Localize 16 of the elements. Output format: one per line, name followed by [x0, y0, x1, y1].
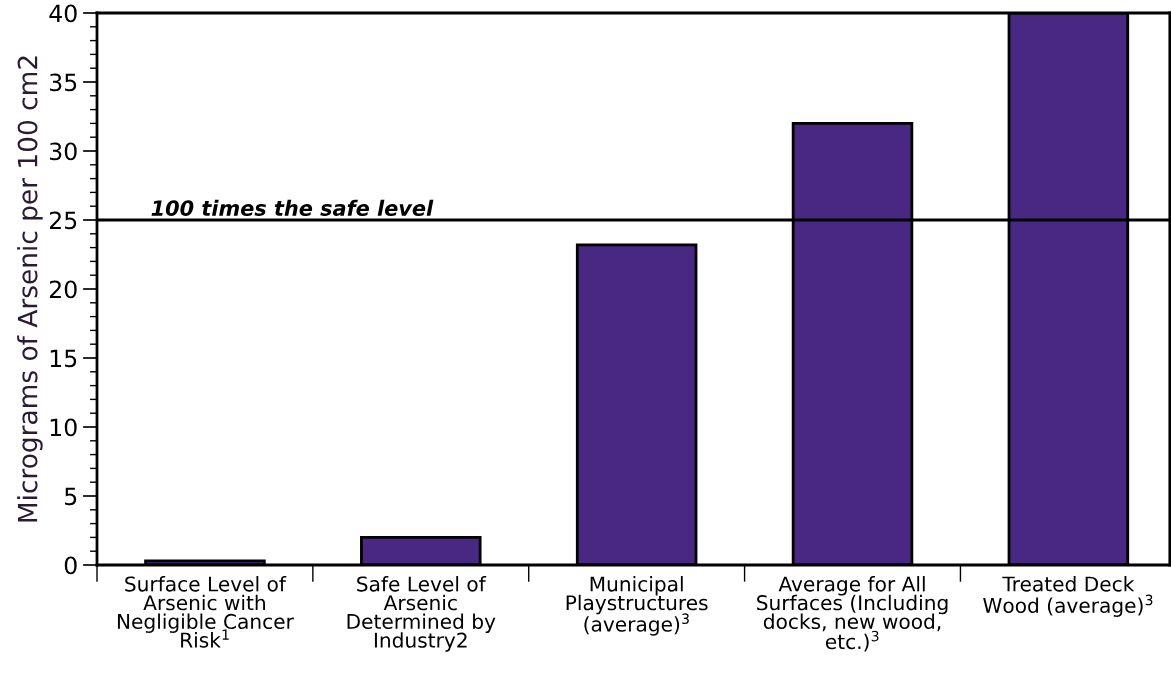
- y-tick-label: 0: [64, 556, 77, 575]
- x-tick-label: Safe Level of Arsenic Determined by Industry2: [347, 576, 496, 652]
- y-tick-label: 40: [49, 4, 77, 23]
- y-tick-label: 5: [65, 487, 77, 506]
- y-tick-label: 15: [50, 349, 77, 368]
- x-tick-label: Treated Deck Wood (average)$^{3}$: [983, 576, 1153, 617]
- y-tick-label: 10: [50, 418, 77, 437]
- y-tick-label: 25: [49, 211, 77, 230]
- y-axis-title: Micrograms of Arsenic per 100 cm2: [17, 56, 43, 522]
- y-tick-label: 20: [49, 280, 77, 299]
- x-tick-label: Average for All Surfaces (Including docks, new wood, etc.)$^{3}$: [757, 576, 948, 652]
- y-tick-label: 30: [50, 142, 77, 161]
- y-tick-label: 35: [50, 73, 77, 92]
- x-tick-label: Surface Level of Arsenic with Negligible Cancer Risk$^{1}$: [117, 576, 294, 648]
- ref-line-label: 100 times the safe level: [151, 199, 434, 216]
- x-tick-label: Municipal Playstructures (average)$^{3}$: [566, 576, 708, 636]
